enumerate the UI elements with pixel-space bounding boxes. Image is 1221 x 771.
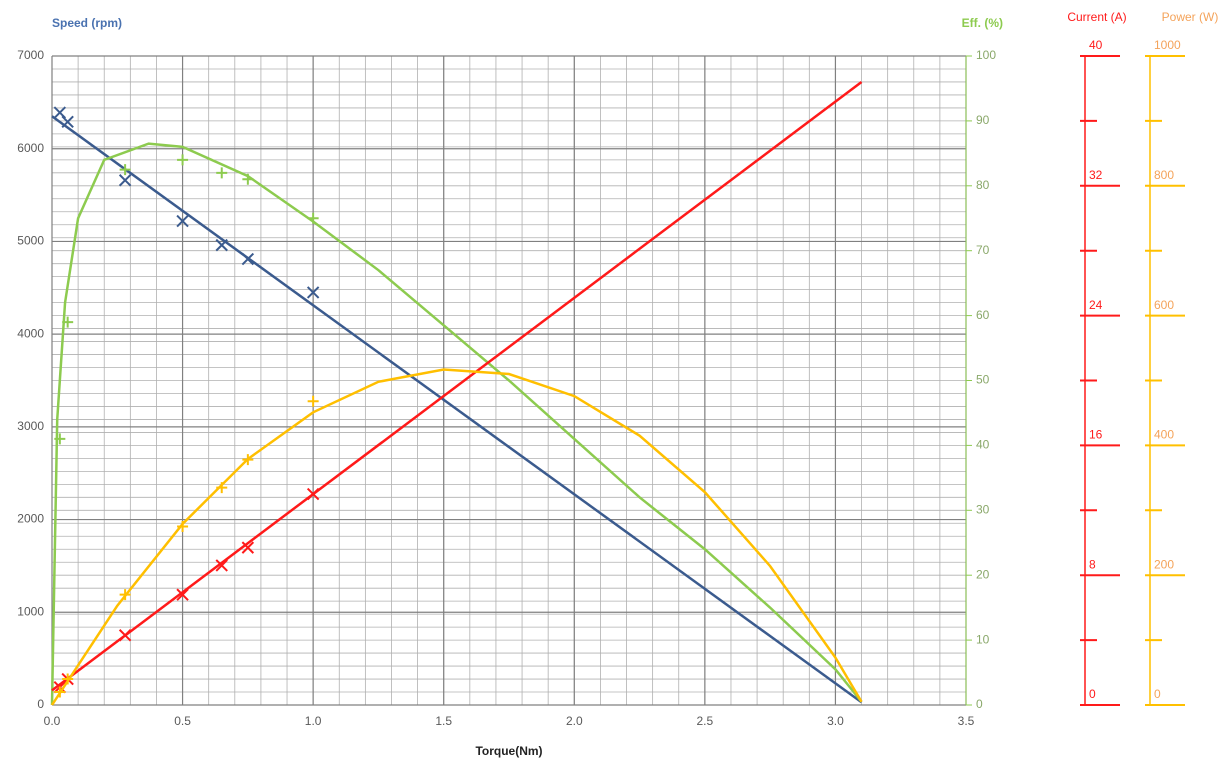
x-tick-label: 0.5 (174, 714, 191, 728)
y2-tick-label: 0 (976, 697, 983, 711)
current-axis-title: Current (A) (1067, 10, 1126, 24)
y2-tick-label: 90 (976, 113, 990, 127)
data-point (306, 487, 320, 501)
data-point (215, 238, 228, 252)
data-point (54, 686, 66, 698)
axis-tick-label: 400 (1154, 428, 1174, 442)
x-tick-label: 2.0 (566, 714, 583, 728)
series-line (50, 368, 863, 706)
y2-tick-label: 60 (976, 308, 990, 322)
data-point (307, 395, 319, 407)
y2-axis-title: Eff. (%) (962, 16, 1003, 30)
x-tick-label: 3.5 (958, 714, 975, 728)
axis-tick-label: 0 (1089, 687, 1096, 701)
y2-tick-label: 20 (976, 567, 990, 581)
data-point (215, 559, 228, 572)
data-point (241, 541, 255, 554)
data-point (306, 286, 320, 299)
y-tick-label: 0 (37, 697, 44, 711)
x-tick-label: 1.0 (305, 714, 322, 728)
power-axis-title: Power (W) (1162, 10, 1219, 24)
data-point (177, 521, 189, 533)
data-point (176, 214, 189, 228)
series-line (50, 142, 863, 706)
data-point (62, 673, 74, 685)
y2-tick-label: 50 (976, 373, 990, 387)
axis-tick-label: 16 (1089, 428, 1103, 442)
data-point (242, 173, 254, 185)
x-tick-label: 0.0 (44, 714, 61, 728)
x-tick-label: 2.5 (697, 714, 714, 728)
axis-tick-label: 8 (1089, 557, 1096, 571)
y2-tick-label: 10 (976, 632, 990, 646)
y-tick-label: 6000 (17, 141, 44, 155)
axis-tick-label: 600 (1154, 298, 1174, 312)
data-point (62, 316, 74, 328)
y-tick-label: 3000 (17, 419, 44, 433)
axis-tick-label: 0 (1154, 687, 1161, 701)
data-point (118, 629, 132, 642)
data-point (119, 164, 131, 176)
y2-tick-label: 70 (976, 243, 990, 257)
data-point (176, 588, 189, 601)
x-axis-title: Torque(Nm) (475, 744, 542, 758)
data-point (61, 115, 74, 129)
axis-tick-label: 24 (1089, 298, 1103, 312)
axis-tick-label: 32 (1089, 168, 1103, 182)
x-tick-label: 1.5 (435, 714, 452, 728)
y-tick-label: 5000 (17, 234, 44, 248)
series-line (51, 80, 863, 692)
data-point (216, 167, 228, 179)
y-tick-label: 1000 (17, 604, 44, 618)
x-tick-label: 3.0 (827, 714, 844, 728)
axis-tick-label: 800 (1154, 168, 1174, 182)
axis-tick-label: 40 (1089, 38, 1103, 52)
data-point (119, 589, 131, 601)
axis-tick-label: 1000 (1154, 38, 1181, 52)
data-point (241, 252, 255, 266)
y-tick-label: 2000 (17, 512, 44, 526)
y2-tick-label: 40 (976, 438, 990, 452)
data-point (177, 154, 189, 166)
data-point (242, 454, 254, 466)
y2-tick-label: 100 (976, 48, 996, 62)
y2-tick-label: 80 (976, 178, 990, 192)
axis-tick-label: 200 (1154, 557, 1174, 571)
y-axis-title: Speed (rpm) (52, 16, 122, 30)
y2-tick-label: 30 (976, 502, 990, 516)
data-point (54, 433, 66, 445)
data-point (118, 174, 132, 187)
data-point (216, 482, 228, 494)
data-point (53, 106, 67, 119)
series-line (51, 115, 863, 704)
data-point (307, 212, 319, 224)
y-tick-label: 7000 (17, 48, 44, 62)
y-tick-label: 4000 (17, 326, 44, 340)
